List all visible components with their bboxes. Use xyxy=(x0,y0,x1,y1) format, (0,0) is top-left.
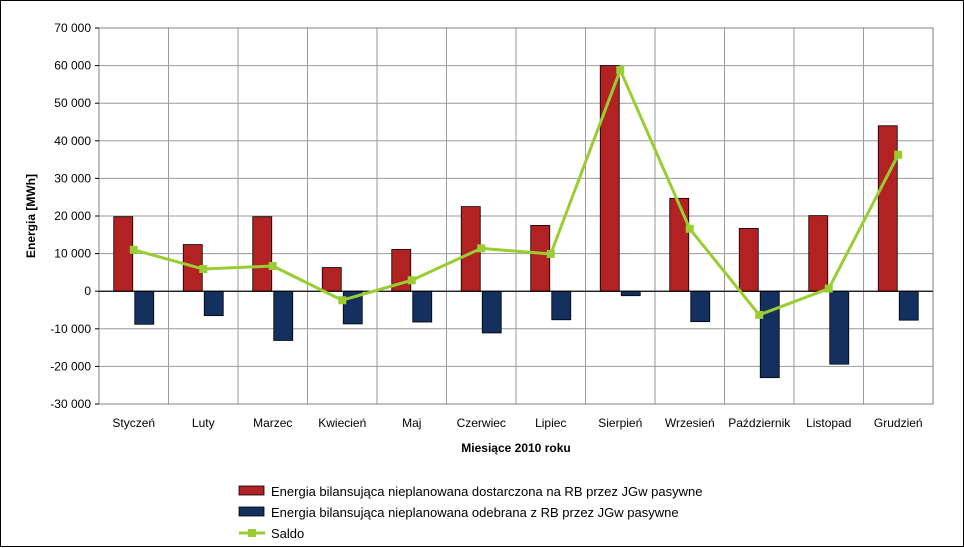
x-tick-label: Kwiecień xyxy=(318,416,366,430)
saldo-point xyxy=(338,296,347,305)
bar-delivered xyxy=(808,215,829,292)
y-tick-labels: 70 000 60 000 50 000 40 000 30 000 20 000 10 0… xyxy=(50,21,99,411)
bar-received xyxy=(690,290,711,323)
bar-delivered xyxy=(321,267,342,292)
bar-received xyxy=(759,290,780,379)
bar-delivered xyxy=(530,224,551,292)
bar-delivered xyxy=(252,216,273,292)
y-tick-label: 0 xyxy=(84,284,91,298)
saldo-point xyxy=(129,245,138,254)
y-tick-label: 50 000 xyxy=(54,96,91,110)
saldo-point xyxy=(894,150,903,159)
x-tick-label: Maj xyxy=(402,416,421,430)
x-tick-label: Luty xyxy=(192,416,215,430)
legend: Energia bilansująca nieplanowana dostarc… xyxy=(238,484,702,541)
x-tick-labels: Styczeń Luty Marzec Kwiecień Maj Czerwiec Lipi… xyxy=(112,416,922,430)
x-tick-label: Październik xyxy=(728,416,791,430)
x-tick-label: Styczeń xyxy=(112,416,155,430)
saldo-polyline xyxy=(133,68,900,317)
bar-received xyxy=(898,290,919,321)
bars xyxy=(99,65,933,379)
y-tick-label: -10 000 xyxy=(50,322,91,336)
x-tick-label: Czerwiec xyxy=(457,416,506,430)
bar-received xyxy=(481,290,502,334)
grid xyxy=(98,27,934,405)
bar-received xyxy=(134,290,155,325)
legend-swatch-saldo-marker xyxy=(248,529,256,537)
x-tick-label: Marzec xyxy=(253,416,292,430)
bar-received xyxy=(412,290,433,323)
bar-delivered xyxy=(877,125,898,292)
bar-delivered xyxy=(113,216,134,292)
saldo-line xyxy=(129,66,903,319)
saldo-point xyxy=(199,265,208,274)
bar-received xyxy=(620,290,641,297)
y-tick-label: 40 000 xyxy=(54,134,91,148)
y-tick-label: -30 000 xyxy=(50,397,91,411)
saldo-point xyxy=(685,224,694,233)
bar-delivered xyxy=(738,228,759,292)
x-tick-label: Sierpień xyxy=(598,416,642,430)
x-tick-label: Listopad xyxy=(806,416,851,430)
bar-received xyxy=(829,290,850,365)
bar-received xyxy=(203,290,224,317)
saldo-point xyxy=(268,262,277,271)
legend-swatch-received xyxy=(238,506,265,517)
y-tick-label: -20 000 xyxy=(50,359,91,373)
y-tick-label: 70 000 xyxy=(54,21,91,35)
y-tick-label: 30 000 xyxy=(54,171,91,185)
saldo-point xyxy=(407,276,416,285)
bar-delivered xyxy=(669,197,690,292)
legend-label: Saldo xyxy=(271,526,304,541)
saldo-point xyxy=(477,244,486,253)
saldo-point xyxy=(824,284,833,293)
x-tick-label: Lipiec xyxy=(535,416,566,430)
y-tick-label: 20 000 xyxy=(54,209,91,223)
bar-received xyxy=(551,290,572,321)
x-axis-title: Miesiące 2010 roku xyxy=(461,441,570,455)
saldo-point xyxy=(616,66,625,75)
saldo-point xyxy=(755,310,764,319)
legend-label: Energia bilansująca nieplanowana odebran… xyxy=(271,505,679,520)
bar-received xyxy=(273,290,294,341)
y-tick-label: 10 000 xyxy=(54,247,91,261)
x-tick-label: Wrzesień xyxy=(665,416,715,430)
legend-swatch-delivered xyxy=(238,485,265,496)
saldo-point xyxy=(546,249,555,258)
x-tick-label: Grudzień xyxy=(874,416,923,430)
legend-label: Energia bilansująca nieplanowana dostarc… xyxy=(271,484,702,499)
y-axis-title: Energia [MWh] xyxy=(24,174,38,258)
y-tick-label: 60 000 xyxy=(54,59,91,73)
